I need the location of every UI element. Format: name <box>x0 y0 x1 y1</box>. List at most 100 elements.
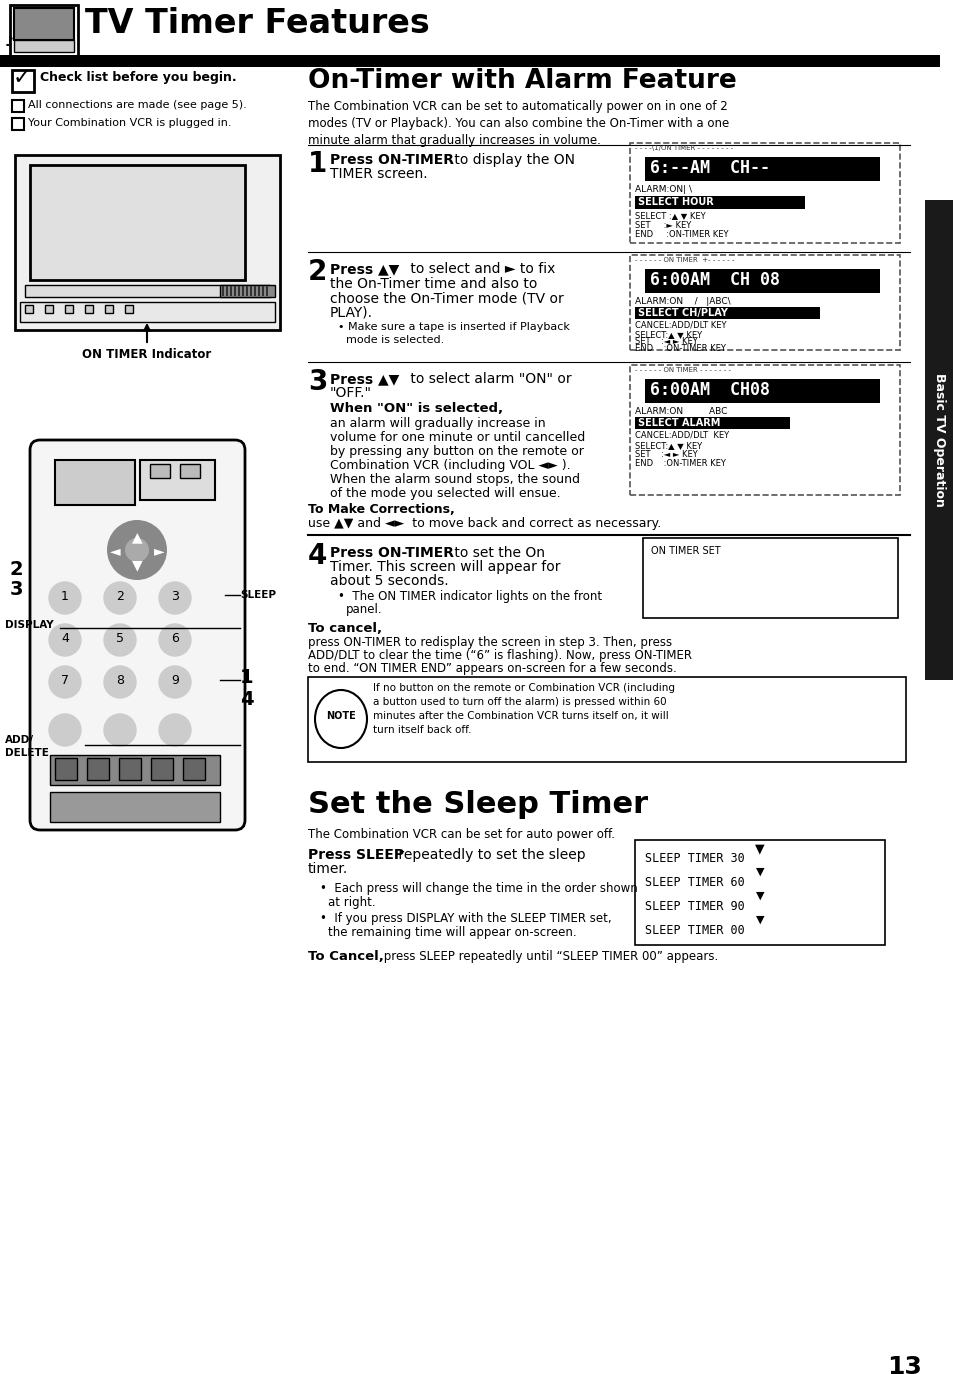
Text: Press SLEEP: Press SLEEP <box>308 848 404 861</box>
Circle shape <box>125 539 149 562</box>
Text: use ▲▼ and ◄►  to move back and correct as necessary.: use ▲▼ and ◄► to move back and correct a… <box>308 517 660 530</box>
Text: SLEEP TIMER 90: SLEEP TIMER 90 <box>644 900 744 912</box>
Bar <box>20 302 274 322</box>
Text: SLEEP TIMER 60: SLEEP TIMER 60 <box>644 877 744 889</box>
Bar <box>308 677 905 763</box>
Bar <box>180 464 200 478</box>
Text: 3: 3 <box>10 580 24 599</box>
Text: 1: 1 <box>240 668 253 687</box>
Text: •  Each press will change the time in the order shown: • Each press will change the time in the… <box>319 882 638 894</box>
Circle shape <box>49 624 81 655</box>
Text: On-Timer with Alarm Feature: On-Timer with Alarm Feature <box>308 67 736 93</box>
Circle shape <box>159 624 191 655</box>
Text: Press ON-TIMER: Press ON-TIMER <box>330 545 454 561</box>
Text: 4: 4 <box>61 632 69 644</box>
Bar <box>0 55 939 67</box>
Text: When "ON" is selected,: When "ON" is selected, <box>330 403 502 415</box>
Bar <box>151 758 172 780</box>
Bar <box>55 460 135 506</box>
Text: To cancel,: To cancel, <box>308 622 382 635</box>
Text: - - - - - - ON TIMER  +- - - - - -: - - - - - - ON TIMER +- - - - - - <box>635 257 734 262</box>
Text: ALARM:ON    /   |ABC\: ALARM:ON / |ABC\ <box>635 297 730 306</box>
Text: END    :ON-TIMER KEY: END :ON-TIMER KEY <box>635 459 725 469</box>
Circle shape <box>104 714 136 746</box>
Text: ▲: ▲ <box>132 530 142 544</box>
Text: "OFF.": "OFF." <box>330 386 372 400</box>
Text: DISPLAY: DISPLAY <box>5 620 53 631</box>
Text: 6:00AM  CH08: 6:00AM CH08 <box>649 381 769 398</box>
Text: choose the On-Timer mode (TV or: choose the On-Timer mode (TV or <box>330 291 563 305</box>
Text: SET    :◄ ► KEY: SET :◄ ► KEY <box>635 451 697 459</box>
Text: - - - - - - ON TIMER - - - - - - -: - - - - - - ON TIMER - - - - - - - <box>635 367 730 372</box>
Circle shape <box>49 583 81 614</box>
Bar <box>10 5 78 56</box>
Text: DELETE: DELETE <box>5 747 49 758</box>
Text: Basic TV Operation: Basic TV Operation <box>932 374 945 507</box>
Text: ◄: ◄ <box>110 544 120 558</box>
Text: timer.: timer. <box>308 861 348 877</box>
Text: Press ▲▼: Press ▲▼ <box>330 262 399 276</box>
Circle shape <box>159 714 191 746</box>
Text: the On-Timer time and also to: the On-Timer time and also to <box>330 278 537 291</box>
Text: ▼: ▼ <box>755 915 763 925</box>
Bar <box>12 100 24 113</box>
Bar <box>226 286 228 295</box>
Text: The Combination VCR can be set to automatically power on in one of 2
modes (TV o: The Combination VCR can be set to automa… <box>308 100 728 147</box>
Bar <box>257 286 260 295</box>
Text: 3: 3 <box>308 368 327 396</box>
Text: press SLEEP repeatedly until “SLEEP TIMER 00” appears.: press SLEEP repeatedly until “SLEEP TIME… <box>379 949 718 963</box>
Text: END    :ON-TIMER KEY: END :ON-TIMER KEY <box>635 344 725 353</box>
Text: Combination VCR (including VOL ◄► ).: Combination VCR (including VOL ◄► ). <box>330 459 570 473</box>
Circle shape <box>49 666 81 698</box>
Text: SELECT:▲ ▼ KEY: SELECT:▲ ▼ KEY <box>635 441 701 451</box>
Bar <box>635 840 884 945</box>
Text: 13: 13 <box>886 1355 922 1374</box>
Text: TV Timer Features: TV Timer Features <box>85 7 429 40</box>
Text: The Combination VCR can be set for auto power off.: The Combination VCR can be set for auto … <box>308 829 615 841</box>
Text: mode is selected.: mode is selected. <box>346 335 444 345</box>
Circle shape <box>104 666 136 698</box>
Bar <box>30 165 245 280</box>
Text: SLEEP: SLEEP <box>240 589 275 600</box>
Bar <box>250 286 252 295</box>
Text: repeatedly to set the sleep: repeatedly to set the sleep <box>394 848 585 861</box>
Bar <box>266 286 268 295</box>
Bar <box>233 286 235 295</box>
Bar <box>50 754 220 785</box>
Bar <box>222 286 224 295</box>
Bar <box>12 118 24 131</box>
Text: •  If you press DISPLAY with the SLEEP TIMER set,: • If you press DISPLAY with the SLEEP TI… <box>319 912 611 925</box>
Text: ADD/: ADD/ <box>5 735 34 745</box>
Text: To Make Corrections,: To Make Corrections, <box>308 503 455 517</box>
Text: to display the ON: to display the ON <box>450 153 575 168</box>
Circle shape <box>159 583 191 614</box>
Bar <box>262 286 264 295</box>
Text: SELECT CH/PLAY: SELECT CH/PLAY <box>638 308 727 317</box>
Text: 6:00AM  CH 08: 6:00AM CH 08 <box>649 271 780 289</box>
Bar <box>237 286 240 295</box>
Text: the remaining time will appear on-screen.: the remaining time will appear on-screen… <box>328 926 576 938</box>
Bar <box>635 306 820 319</box>
Bar <box>14 40 74 52</box>
Bar <box>629 365 899 495</box>
Bar <box>246 286 248 295</box>
Bar <box>12 70 34 92</box>
Text: CANCEL:ADD/DLT KEY: CANCEL:ADD/DLT KEY <box>635 322 726 330</box>
Text: ►: ► <box>153 544 164 558</box>
Text: ALARM:ON         ABC: ALARM:ON ABC <box>635 407 726 416</box>
Bar <box>140 460 214 500</box>
Bar <box>629 256 899 350</box>
Text: 1: 1 <box>61 589 69 603</box>
Text: SET    :◄ ► KEY: SET :◄ ► KEY <box>635 337 697 346</box>
Text: press ON-TIMER to redisplay the screen in step 3. Then, press: press ON-TIMER to redisplay the screen i… <box>308 636 672 649</box>
Text: 5: 5 <box>116 632 124 644</box>
Ellipse shape <box>314 690 367 747</box>
Text: If no button on the remote or Combination VCR (including
a button used to turn o: If no button on the remote or Combinatio… <box>373 683 675 735</box>
Bar <box>183 758 205 780</box>
Text: 8: 8 <box>116 675 124 687</box>
Text: 2: 2 <box>308 258 327 286</box>
Text: SELECT ALARM: SELECT ALARM <box>638 418 720 427</box>
Text: volume for one minute or until cancelled: volume for one minute or until cancelled <box>330 431 584 444</box>
Text: panel.: panel. <box>346 603 382 616</box>
Text: ▼: ▼ <box>755 842 764 855</box>
